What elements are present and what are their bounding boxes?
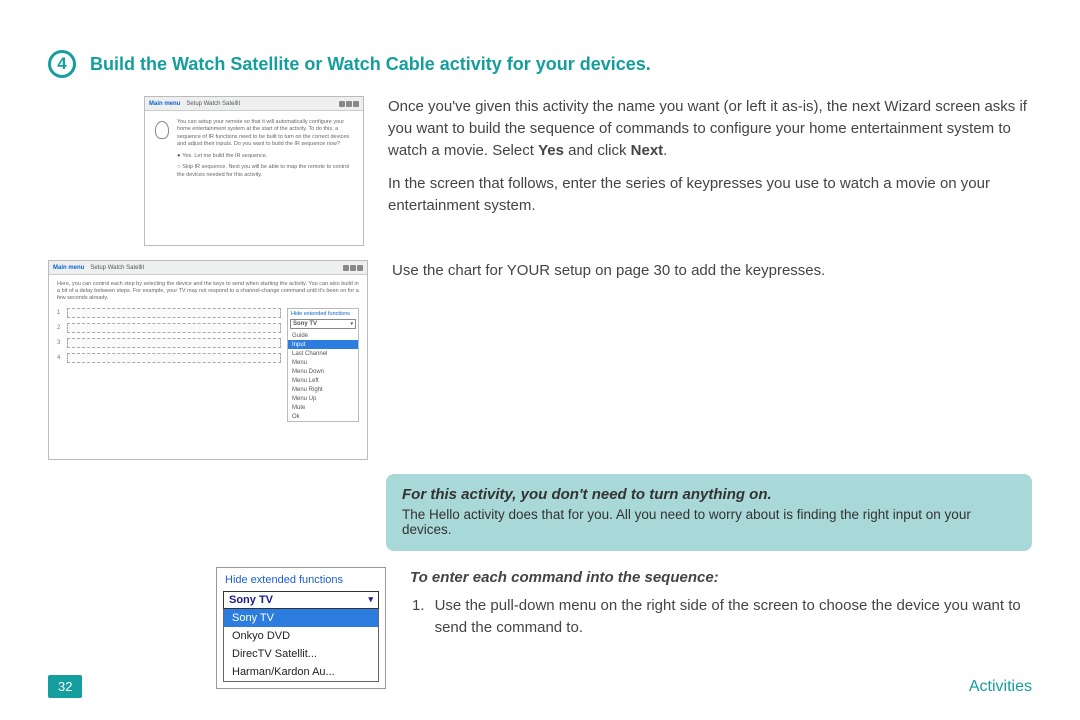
shot-header: Main menu Setup Watch Satellit: [145, 97, 363, 111]
callout-body: The Hello activity does that for you. Al…: [402, 507, 1016, 537]
shot1-body-text: You can setup your remote so that it wil…: [177, 119, 353, 149]
screenshot-sequence: Main menu Setup Watch Satellit Here, you…: [48, 260, 368, 460]
shot1-radio-skip: Skip IR sequence. Next you will be able …: [177, 163, 353, 179]
shot-main-menu: Main menu: [149, 101, 180, 107]
menu-item: Menu Left: [288, 376, 358, 385]
hide-extended-link: Hide extended functions: [217, 568, 385, 589]
screenshot-build-ir: Main menu Setup Watch Satellit You can s…: [144, 96, 364, 246]
shot-setup-label: Setup Watch Satellit: [90, 265, 144, 271]
dropdown-option: DirecTV Satellit...: [224, 645, 378, 663]
menu-item: Last Channel: [288, 349, 358, 358]
menu-item: Menu: [288, 358, 358, 367]
ordered-step-1: 1. Use the pull-down menu on the right s…: [410, 595, 1032, 639]
paragraph-3: Use the chart for YOUR setup on page 30 …: [392, 260, 1032, 282]
lightbulb-icon: [155, 121, 169, 139]
device-dropdown: Sony TV: [290, 319, 356, 329]
menu-item: Menu Down: [288, 367, 358, 376]
shot2-steps: 1 2 3 4: [57, 308, 281, 422]
step-header: 4 Build the Watch Satellite or Watch Cab…: [48, 50, 1032, 78]
dropdown-option: Onkyo DVD: [224, 627, 378, 645]
shot2-menu: Hide extended functions Sony TV GuideInp…: [287, 308, 359, 422]
shot-progress-icon: [339, 101, 359, 107]
shot1-radio-yes: Yes. Let me build the IR sequence.: [177, 152, 353, 160]
paragraph-2: In the screen that follows, enter the se…: [388, 173, 1032, 217]
shot-main-menu: Main menu: [53, 265, 84, 271]
step-title: Build the Watch Satellite or Watch Cable…: [90, 54, 651, 75]
sequence-subhead: To enter each command into the sequence:: [410, 567, 1032, 589]
shot-header: Main menu Setup Watch Satellit: [49, 261, 367, 275]
page-number-badge: 32: [48, 675, 82, 698]
screenshot-dropdown: Hide extended functions Sony TV Sony TVO…: [216, 567, 386, 689]
page-footer: 32 Activities: [0, 675, 1080, 698]
menu-item: Ok: [288, 412, 358, 421]
callout-box: For this activity, you don't need to tur…: [386, 474, 1032, 551]
shot-progress-icon: [343, 265, 363, 271]
menu-item: Menu Up: [288, 394, 358, 403]
menu-item: Guide: [288, 331, 358, 340]
menu-item: Input: [288, 340, 358, 349]
sequence-row: 1: [57, 308, 281, 318]
menu-item: Mute: [288, 403, 358, 412]
section-label: Activities: [969, 678, 1032, 696]
hide-extended-link: Hide extended functions: [288, 309, 358, 319]
step-number-badge: 4: [48, 50, 76, 78]
callout-title: For this activity, you don't need to tur…: [402, 486, 1016, 503]
device-dropdown: Sony TV: [223, 591, 379, 609]
dropdown-option: Sony TV: [224, 609, 378, 627]
sequence-row: 4: [57, 353, 281, 363]
shot-setup-label: Setup Watch Satellit: [186, 101, 240, 107]
shot2-intro: Here, you can control each step by selec…: [57, 281, 359, 302]
menu-item: Menu Right: [288, 385, 358, 394]
sequence-row: 2: [57, 323, 281, 333]
sequence-row: 3: [57, 338, 281, 348]
paragraph-1: Once you've given this activity the name…: [388, 96, 1032, 161]
